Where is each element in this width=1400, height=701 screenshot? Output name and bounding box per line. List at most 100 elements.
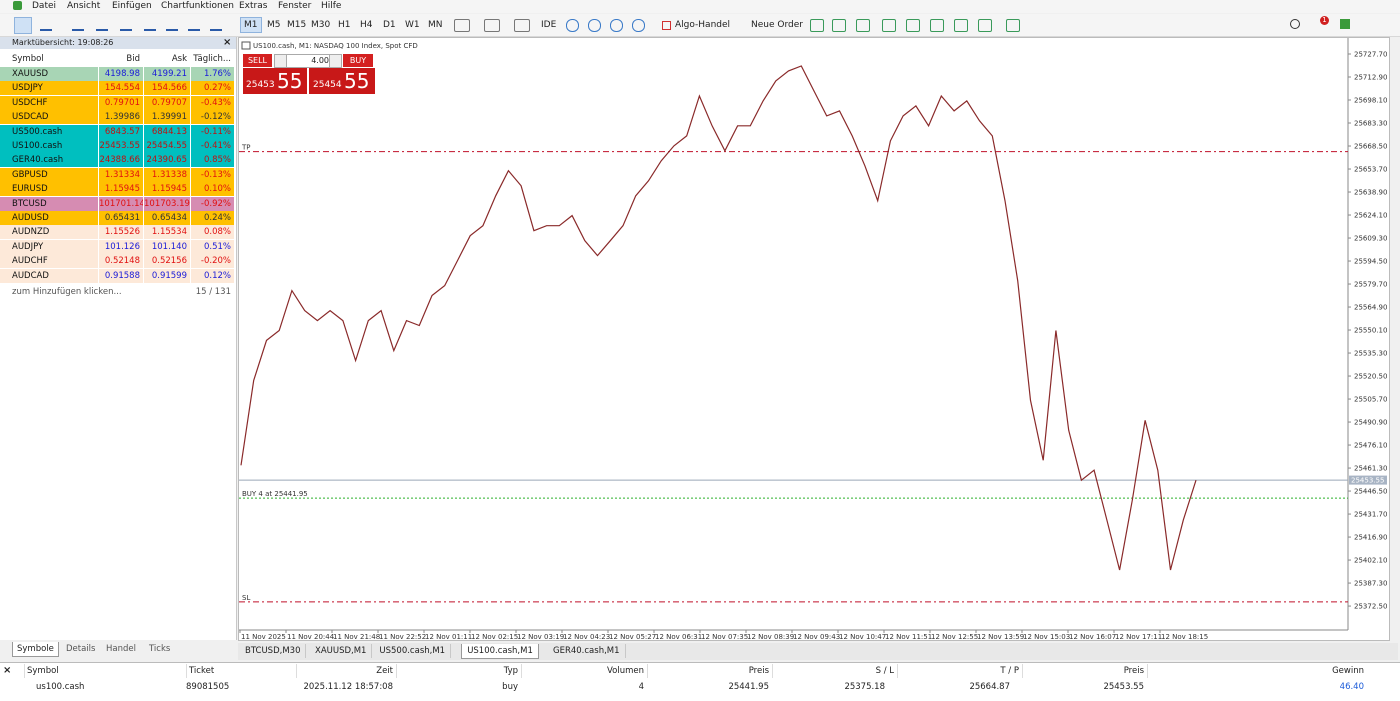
symbol-row[interactable]: AUDUSD 0.65431 0.65434 0.24% xyxy=(0,211,234,226)
trade-column-header[interactable]: Ticket xyxy=(186,664,296,678)
trade-column-header[interactable]: S / L xyxy=(772,664,897,678)
volume-up[interactable] xyxy=(329,54,342,68)
chart-tab[interactable]: BTCUSD,M30 xyxy=(240,644,307,658)
symbol-symbol: AUDCAD xyxy=(12,270,49,281)
buy-price-box[interactable]: 25454 55 xyxy=(309,68,375,94)
panel-tab[interactable]: Handel xyxy=(106,644,136,654)
account-button[interactable] xyxy=(1340,19,1350,29)
chart-button[interactable] xyxy=(882,19,896,32)
trade-column-header[interactable]: T / P xyxy=(897,664,1022,678)
chart-tab[interactable]: XAUUSD,M1 xyxy=(310,644,373,658)
trade-column-header[interactable]: Preis xyxy=(1022,664,1147,678)
tool-button[interactable] xyxy=(610,19,623,32)
sell-button[interactable]: SELL xyxy=(243,54,272,67)
timeframe-button[interactable]: W1 xyxy=(405,20,420,30)
tool-button[interactable] xyxy=(566,19,579,32)
chart-type-button[interactable] xyxy=(454,19,470,32)
chart-button[interactable] xyxy=(810,19,824,32)
tool-button[interactable] xyxy=(632,19,645,32)
close-button[interactable]: × xyxy=(3,665,12,676)
symbol-ask: 0.65434 xyxy=(143,211,190,225)
symbol-row[interactable]: EURUSD 1.15945 1.15945 0.10% xyxy=(0,182,234,198)
symbol-row[interactable]: USDCHF 0.79701 0.79707 -0.43% xyxy=(0,95,234,111)
symbol-symbol: US500.cash xyxy=(12,126,63,137)
panel-tab[interactable]: Ticks xyxy=(149,644,171,654)
buy-button[interactable]: BUY xyxy=(343,54,373,67)
symbol-row[interactable]: BTCUSD 101701.14 101703.19 -0.92% xyxy=(0,196,234,212)
panel-tab[interactable]: Symbole xyxy=(12,642,59,657)
add-symbol[interactable]: zum Hinzufügen klicken... xyxy=(12,287,122,297)
y-tick-label: 25579.70 xyxy=(1354,281,1387,289)
draw-tool[interactable] xyxy=(72,20,84,31)
panel-tab[interactable]: Details xyxy=(66,644,96,654)
search-button[interactable] xyxy=(1290,19,1300,29)
trade-column-header[interactable]: Preis xyxy=(647,664,772,678)
chart-button[interactable] xyxy=(1006,19,1020,32)
symbol-row[interactable]: US500.cash 6843.57 6844.13 -0.11% xyxy=(0,124,234,140)
trade-column-header[interactable]: Volumen xyxy=(521,664,647,678)
column-header[interactable]: Ask xyxy=(171,54,187,64)
timeframe-button[interactable]: M15 xyxy=(287,20,307,30)
chart-type-button[interactable] xyxy=(484,19,500,32)
column-header[interactable]: Täglich... xyxy=(193,54,231,64)
timeframe-button[interactable]: M1 xyxy=(240,17,262,33)
trade-column-header[interactable]: Typ xyxy=(396,664,521,678)
draw-tool[interactable] xyxy=(96,20,108,31)
symbol-row[interactable]: USDJPY 154.554 154.566 0.27% xyxy=(0,81,234,97)
symbol-row[interactable]: AUDJPY 101.126 101.140 0.51% xyxy=(0,239,234,255)
symbol-row[interactable]: AUDCAD 0.91588 0.91599 0.12% xyxy=(0,268,234,284)
sell-price-box[interactable]: 25453 55 xyxy=(243,68,307,94)
new-order-button[interactable]: Neue Order xyxy=(751,20,803,30)
menu-item[interactable]: Hilfe xyxy=(321,1,342,11)
draw-tool[interactable] xyxy=(166,20,178,31)
menu-item[interactable]: Chartfunktionen xyxy=(161,1,235,11)
draw-tool[interactable] xyxy=(120,20,132,31)
menu-item[interactable]: Datei xyxy=(32,1,57,11)
symbol-row[interactable]: AUDNZD 1.15526 1.15534 0.08% xyxy=(0,225,234,241)
timeframe-button[interactable]: H4 xyxy=(360,20,373,30)
symbol-row[interactable]: USDCAD 1.39986 1.39991 -0.12% xyxy=(0,110,234,126)
chart-button[interactable] xyxy=(954,19,968,32)
chart-tab[interactable]: US500.cash,M1 xyxy=(374,644,452,658)
trade-level-label: BUY 4 at 25441.95 xyxy=(242,490,308,498)
menu-item[interactable]: Extras xyxy=(239,1,268,11)
symbol-row[interactable]: GBPUSD 1.31334 1.31338 -0.13% xyxy=(0,167,234,183)
symbol-row[interactable]: GER40.cash 24388.66 24390.65 0.85% xyxy=(0,153,234,169)
ide-button[interactable]: IDE xyxy=(541,20,557,30)
close-button[interactable]: × xyxy=(223,37,232,48)
timeframe-button[interactable]: M5 xyxy=(267,20,281,30)
cursor-tool[interactable] xyxy=(14,17,32,34)
menu-item[interactable]: Ansicht xyxy=(67,1,101,11)
draw-tool[interactable] xyxy=(40,20,52,31)
column-header[interactable]: Bid xyxy=(126,54,140,64)
chart-button[interactable] xyxy=(906,19,920,32)
column-header[interactable]: Symbol xyxy=(12,54,44,64)
timeframe-button[interactable]: MN xyxy=(428,20,443,30)
timeframe-button[interactable]: D1 xyxy=(383,20,396,30)
chart-type-button[interactable] xyxy=(514,19,530,32)
trade-column-header[interactable]: Zeit xyxy=(296,664,396,678)
volume-input[interactable]: 4.00 xyxy=(286,54,330,68)
tool-button[interactable] xyxy=(588,19,601,32)
trade-column-header[interactable]: Symbol xyxy=(24,664,184,678)
symbol-row[interactable]: US100.cash 25453.55 25454.55 -0.41% xyxy=(0,139,234,154)
trade-column-header[interactable]: Gewinn xyxy=(1147,664,1367,678)
chart-button[interactable] xyxy=(856,19,870,32)
draw-tool[interactable] xyxy=(144,20,156,31)
algo-trading-button[interactable]: Algo-Handel xyxy=(675,20,731,30)
chart-title: US100.cash, M1: NASDAQ 100 Index, Spot C… xyxy=(253,42,418,50)
chart-button[interactable] xyxy=(978,19,992,32)
chart-tab[interactable]: GER40.cash,M1 xyxy=(548,644,626,658)
notifications[interactable]: 1 xyxy=(1320,16,1329,25)
symbol-row[interactable]: XAUUSD 4198.98 4199.21 1.76% xyxy=(0,67,234,82)
timeframe-button[interactable]: M30 xyxy=(311,20,331,30)
chart-button[interactable] xyxy=(930,19,944,32)
draw-tool[interactable] xyxy=(188,20,200,31)
menu-item[interactable]: Fenster xyxy=(278,1,312,11)
chart-tab[interactable]: US100.cash,M1 xyxy=(461,644,539,659)
timeframe-button[interactable]: H1 xyxy=(338,20,351,30)
menu-item[interactable]: Einfügen xyxy=(112,1,152,11)
chart-button[interactable] xyxy=(832,19,846,32)
draw-tool[interactable] xyxy=(210,20,222,31)
symbol-row[interactable]: AUDCHF 0.52148 0.52156 -0.20% xyxy=(0,254,234,270)
